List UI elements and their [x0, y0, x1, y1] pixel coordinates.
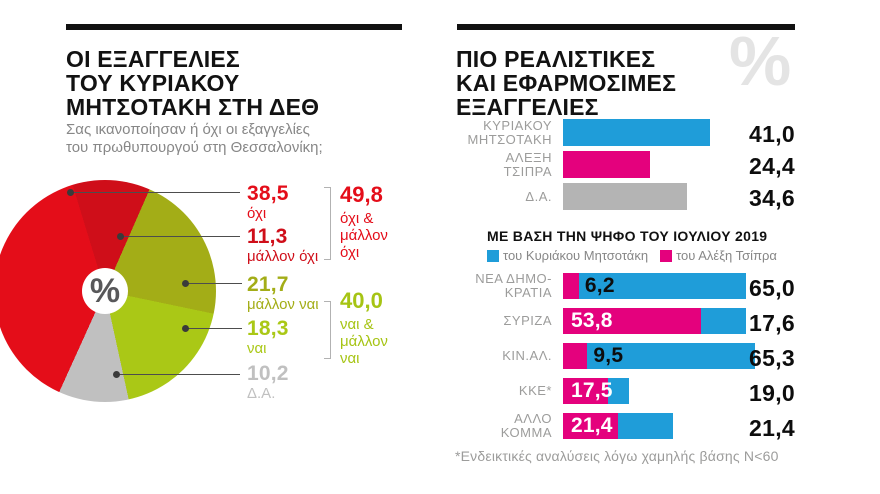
legend-label-mitsotakis: του Κυριάκου Μητσοτάκη: [503, 248, 649, 263]
callout-ochi: 38,5 όχι: [247, 183, 289, 222]
stack-bar-other: 21,4: [563, 413, 673, 439]
segment-tsipras: [563, 343, 588, 369]
left-title-line-2: ΤΟΥ ΚΥΡΙΑΚΟΥ: [66, 70, 240, 97]
stack-inner-value-syriza: 53,8: [571, 309, 613, 332]
legend: του Κυριάκου Μητσοτάκη του Αλέξη Τσίπρα: [487, 248, 777, 263]
leader-line-ochi: [70, 192, 240, 193]
callout-da-label: Δ.Α.: [247, 385, 276, 402]
legend-item-mitsotakis: του Κυριάκου Μητσοτάκη: [487, 248, 648, 263]
leader-line-mallon-nai: [185, 283, 242, 284]
left-title: ΟΙ ΕΞΑΓΓΕΛΙΕΣ ΤΟΥ ΚΥΡΙΑΚΟΥ ΜΗΤΣΟΤΑΚΗ ΣΤΗ…: [66, 47, 319, 119]
legend-swatch-blue: [487, 249, 499, 262]
left-subtitle-line-2: του πρωθυπουργού στη Θεσσαλονίκη;: [66, 139, 323, 156]
bracket-no-group: [324, 187, 331, 260]
footnote: *Ενδεικτικές αναλύσεις λόγω χαμηλής βάση…: [455, 448, 779, 464]
group-yes-total: 40,0 ναι & μάλλον ναι: [340, 288, 388, 368]
group-no-total: 49,8 όχι & μάλλον όχι: [340, 182, 388, 262]
stack-value-syriza: 17,6: [749, 310, 795, 336]
callout-mallon-ochi-label: μάλλον όχι: [247, 248, 319, 265]
group-no-value: 49,8: [340, 182, 383, 207]
right-title: ΠΙΟ ΡΕΑΛΙΣΤΙΚΕΣ ΚΑΙ ΕΦΑΡΜΟΣΙΜΕΣ ΕΞΑΓΓΕΛΙ…: [456, 47, 676, 119]
group-no-label: όχι & μάλλον όχι: [340, 210, 388, 261]
stack-bar-kke: 17,5: [563, 378, 630, 404]
bar-value-da: 34,6: [749, 185, 795, 211]
leader-line-da: [116, 374, 240, 375]
segment-tsipras: [563, 308, 702, 334]
callout-nai: 18,3 ναι: [247, 318, 289, 357]
stack-label-kke: ΚΚΕ*: [518, 383, 552, 398]
leader-dot-ochi: [67, 189, 74, 196]
segment-tsipras: [563, 378, 608, 404]
percent-symbol: %: [89, 271, 121, 310]
stack-inner-value-nd: 6,2: [584, 274, 615, 297]
stack-value-nd: 65,0: [749, 275, 795, 301]
leader-dot-mallon-nai: [182, 280, 189, 287]
callout-nai-label: ναι: [247, 340, 267, 357]
legend-swatch-magenta: [660, 249, 673, 262]
callout-mallon-ochi-value: 11,3: [247, 225, 288, 248]
leader-line-mallon-ochi: [120, 236, 240, 237]
segment-tsipras: [563, 413, 618, 439]
section-header: ΜΕ ΒΑΣΗ ΤΗΝ ΨΗΦΟ ΤΟΥ ΙΟΥΛΙΟΥ 2019: [487, 228, 768, 244]
leader-line-nai: [185, 328, 242, 329]
stack-label-nd: ΝΕΑ ΔΗΜΟ- ΚΡΑΤΙΑ: [475, 271, 552, 300]
group-yes-label: ναι & μάλλον ναι: [340, 316, 388, 367]
right-title-line-3: ΕΞΑΓΓΕΛΙΕΣ: [456, 94, 599, 121]
bar-tsipras: [563, 151, 651, 178]
leader-dot-nai: [182, 325, 189, 332]
bar-label-da: Δ.Α.: [525, 188, 552, 204]
callout-mallon-ochi: 11,3 μάλλον όχι: [247, 226, 318, 265]
stack-value-kinal: 65,3: [749, 345, 795, 371]
bar-label-tsipras: ΑΛΕΞΗ ΤΣΙΠΡΑ: [503, 149, 552, 179]
legend-label-tsipras: του Αλέξη Τσίπρα: [676, 248, 777, 263]
left-title-rule: [66, 24, 402, 30]
left-subtitle: Σας ικανοποίησαν ή όχι οι εξαγγελίες του…: [66, 121, 323, 157]
segment-tsipras: [563, 273, 579, 299]
segment-mitsotakis: [607, 378, 630, 404]
callout-mallon-nai: 21,7 μάλλον ναι: [247, 274, 319, 313]
left-title-line-1: ΟΙ ΕΞΑΓΓΕΛΙΕΣ: [66, 46, 240, 73]
callout-ochi-label: όχι: [247, 205, 267, 222]
left-subtitle-line-1: Σας ικανοποίησαν ή όχι οι εξαγγελίες: [66, 121, 310, 138]
stack-label-syriza: ΣΥΡΙΖΑ: [503, 313, 552, 328]
right-title-line-1: ΠΙΟ ΡΕΑΛΙΣΤΙΚΕΣ: [456, 46, 656, 73]
callout-ochi-value: 38,5: [247, 182, 289, 205]
percent-watermark: %: [729, 22, 792, 100]
bar-value-mitsotakis: 41,0: [749, 121, 795, 147]
stack-bar-syriza: 53,8: [563, 308, 747, 334]
stack-label-other: ΑΛΛΟ ΚΟΜΜΑ: [500, 411, 552, 440]
callout-da: 10,2 Δ.Α.: [247, 363, 289, 402]
callout-nai-value: 18,3: [247, 317, 289, 340]
legend-item-tsipras: του Αλέξη Τσίπρα: [660, 248, 777, 263]
right-title-rule: [457, 24, 795, 30]
segment-mitsotakis: [617, 413, 673, 439]
segment-mitsotakis: [587, 343, 756, 369]
callout-mallon-nai-value: 21,7: [247, 273, 289, 296]
bar-label-mitsotakis: ΚΥΡΙΑΚΟΥ ΜΗΤΣΟΤΑΚΗ: [467, 117, 552, 147]
bar-mitsotakis: [563, 119, 710, 146]
callout-da-value: 10,2: [247, 362, 289, 385]
leader-dot-mallon-ochi: [117, 233, 124, 240]
stack-inner-value-kinal: 9,5: [593, 344, 624, 367]
group-yes-value: 40,0: [340, 288, 383, 313]
pie-center-badge: %: [82, 268, 128, 314]
leader-dot-da: [113, 371, 120, 378]
stack-bar-kinal: 9,5: [563, 343, 756, 369]
left-title-line-3: ΜΗΤΣΟΤΑΚΗ ΣΤΗ ΔΕΘ: [66, 94, 320, 121]
stack-bar-nd: 6,2: [563, 273, 746, 299]
bar-da: [563, 183, 687, 210]
segment-mitsotakis: [701, 308, 747, 334]
callout-mallon-nai-label: μάλλον ναι: [247, 296, 319, 313]
stack-value-other: 21,4: [749, 415, 795, 441]
bar-value-tsipras: 24,4: [749, 153, 795, 179]
stack-label-kinal: ΚΙΝ.ΑΛ.: [502, 348, 552, 363]
stack-value-kke: 19,0: [749, 380, 795, 406]
right-title-line-2: ΚΑΙ ΕΦΑΡΜΟΣΙΜΕΣ: [456, 70, 677, 97]
segment-mitsotakis: [578, 273, 746, 299]
stack-inner-value-other: 21,4: [571, 414, 613, 437]
stack-inner-value-kke: 17,5: [571, 379, 613, 402]
bracket-yes-group: [324, 301, 331, 359]
